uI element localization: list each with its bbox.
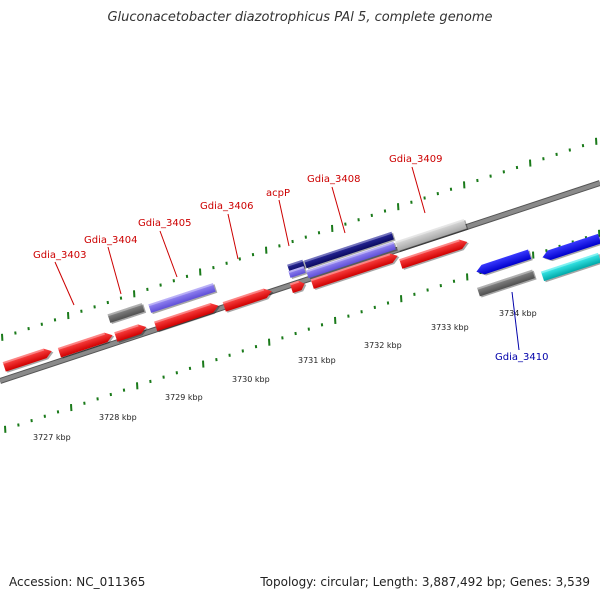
scale-label: 3727 kbp bbox=[33, 433, 71, 442]
gene-bar bbox=[477, 269, 537, 298]
cds-arrow bbox=[542, 233, 600, 262]
cds-arrow bbox=[310, 253, 400, 290]
gene-bar-highlight bbox=[395, 218, 465, 244]
gene-bar bbox=[304, 231, 396, 270]
gene-bar-body bbox=[304, 231, 394, 269]
label-layer: 3727 kbp 3728 kbp 3729 kbp 3730 kbp 3731 kbp… bbox=[33, 154, 548, 442]
cds-arrow bbox=[2, 348, 54, 373]
gene-label-pointer bbox=[511, 291, 520, 351]
cds-arrow bbox=[289, 280, 307, 295]
cds-arrow-body bbox=[542, 233, 600, 260]
cds-arrow-highlight bbox=[222, 288, 265, 304]
gene-bar-highlight bbox=[306, 241, 395, 273]
cds-arrow-body bbox=[399, 239, 468, 269]
gene-label-pointer bbox=[411, 166, 426, 214]
scale-label: 3731 kbp bbox=[298, 356, 336, 365]
gene-bar bbox=[288, 266, 308, 279]
gene-bar-body bbox=[540, 252, 600, 282]
gene-label: Gdia_3404 bbox=[84, 235, 137, 246]
gene-bar bbox=[306, 241, 398, 280]
cds-arrow-body bbox=[154, 303, 219, 332]
accession-text: Accession: NC_011365 bbox=[9, 575, 146, 589]
cds-arrow-highlight bbox=[399, 239, 460, 262]
scale-label: 3728 kbp bbox=[99, 413, 137, 422]
gene-label-pointer bbox=[107, 246, 122, 295]
gene-label-pointer bbox=[331, 186, 346, 234]
gene-label-pointer bbox=[54, 261, 75, 306]
map-title: Gluconacetobacter diazotrophicus PAl 5, … bbox=[107, 10, 493, 25]
gene-bar-body bbox=[477, 269, 535, 297]
cds-arrow-highlight bbox=[289, 280, 300, 286]
cds-arrow-highlight bbox=[114, 324, 139, 335]
cds-arrow-body bbox=[222, 288, 272, 312]
gene-label: Gdia_3408 bbox=[307, 174, 360, 185]
gene-bar bbox=[148, 283, 218, 315]
gene-bar-body bbox=[288, 266, 306, 278]
scale-label: 3729 kbp bbox=[165, 393, 203, 402]
gene-bar-highlight bbox=[287, 259, 303, 267]
cds-arrow-body bbox=[2, 348, 52, 372]
gene-bar-highlight bbox=[540, 252, 599, 274]
gene-bar-body bbox=[107, 303, 145, 323]
genome-summary-text: Topology: circular; Length: 3,887,492 bp… bbox=[260, 575, 590, 589]
cds-arrow-highlight bbox=[154, 303, 211, 324]
scale-label: 3733 kbp bbox=[431, 323, 469, 332]
gene-label-pointer bbox=[278, 199, 290, 247]
tick-layer bbox=[1, 137, 600, 433]
gene-bar bbox=[540, 252, 600, 283]
gene-bar-highlight bbox=[288, 266, 305, 274]
cds-arrow-body bbox=[57, 332, 113, 358]
cds-arrow-highlight bbox=[2, 348, 45, 364]
gene-bar-body bbox=[395, 218, 467, 252]
gene-bar-body bbox=[148, 283, 216, 313]
cds-arrow bbox=[57, 332, 115, 359]
scale-label: 3734 kbp bbox=[499, 309, 537, 318]
cds-arrow-highlight bbox=[57, 332, 106, 350]
gene-label: Gdia_3410 bbox=[495, 352, 548, 363]
gene-bar-highlight bbox=[304, 231, 393, 263]
gene-bar-highlight bbox=[477, 269, 533, 290]
gene-bar-highlight bbox=[148, 283, 214, 307]
cds-arrow-highlight bbox=[310, 253, 391, 282]
gene-bar bbox=[107, 303, 147, 325]
gene-label: Gdia_3405 bbox=[138, 218, 191, 229]
gene-layer bbox=[2, 218, 600, 373]
gene-label: acpP bbox=[266, 188, 290, 199]
cds-arrow-body bbox=[114, 324, 147, 342]
cds-arrow-body bbox=[289, 280, 305, 293]
cds-arrow bbox=[154, 303, 220, 333]
gene-label: Gdia_3406 bbox=[200, 201, 253, 212]
cds-arrow-body bbox=[476, 249, 532, 275]
gene-bar-body bbox=[306, 241, 396, 279]
gene-label-pointer bbox=[227, 213, 239, 260]
cds-arrow bbox=[222, 288, 274, 313]
gene-label: Gdia_3403 bbox=[33, 250, 86, 261]
gene-bar-body bbox=[287, 259, 305, 273]
gene-label: Gdia_3409 bbox=[389, 154, 442, 165]
gene-label-pointer bbox=[159, 230, 178, 278]
scale-label: 3730 kbp bbox=[232, 375, 270, 384]
cds-arrow bbox=[476, 249, 533, 276]
scale-label: 3732 kbp bbox=[364, 341, 402, 350]
cds-arrow bbox=[114, 324, 148, 343]
cds-arrow bbox=[399, 239, 469, 270]
cds-arrow-body bbox=[310, 253, 398, 289]
gene-bar-highlight bbox=[107, 303, 143, 317]
gene-bar bbox=[395, 218, 469, 253]
